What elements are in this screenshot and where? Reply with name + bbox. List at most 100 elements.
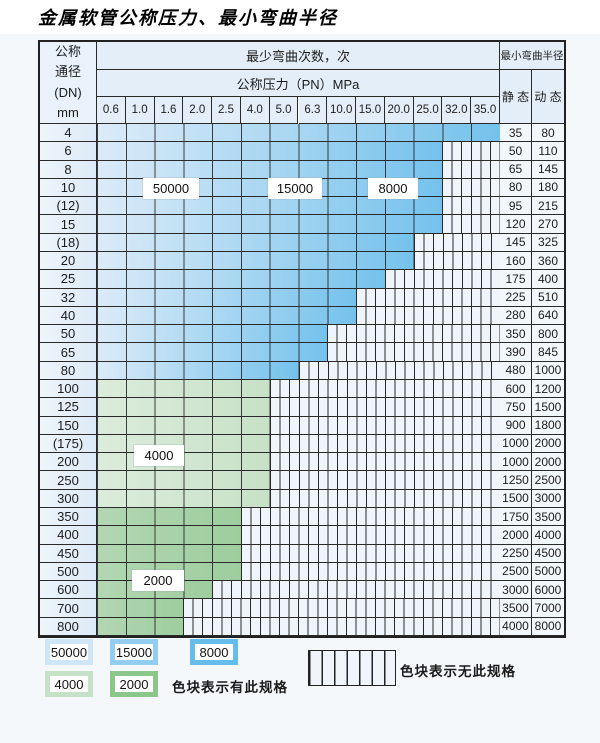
dynamic-value-cell: 3500 <box>532 508 564 526</box>
zone-label-8000: 8000 <box>368 178 418 199</box>
pressure-band <box>97 233 500 251</box>
nospec-band <box>240 508 500 526</box>
table-row-dn-125: 125 750 1500 <box>40 398 564 417</box>
nospec-band <box>413 233 500 251</box>
dynamic-value-cell: 270 <box>532 215 564 233</box>
static-value-cell: 900 <box>500 416 532 434</box>
pressure-tick-6.3: 6.3 <box>298 97 328 124</box>
pressure-tick-10.0: 10.0 <box>327 97 357 124</box>
nospec-band <box>240 526 500 544</box>
pressure-band <box>97 489 500 507</box>
colored-band <box>97 160 443 178</box>
dynamic-value-cell: 215 <box>532 197 564 215</box>
nospec-band <box>269 471 500 489</box>
legend-no-spec-text: 色块表示无此规格 <box>400 664 516 679</box>
colored-band <box>97 325 328 343</box>
dn-cell: 600 <box>40 581 97 599</box>
dn-cell: 65 <box>40 343 97 361</box>
colored-band <box>97 270 385 288</box>
pressure-band <box>97 325 500 343</box>
static-value-cell: 35 <box>500 124 532 142</box>
static-value-cell: 225 <box>500 288 532 306</box>
legend-no-spec-swatch <box>308 650 396 686</box>
static-value-cell: 350 <box>500 325 532 343</box>
pressure-band <box>97 617 500 635</box>
nospec-band <box>269 453 500 471</box>
pressure-band <box>97 508 500 526</box>
pressure-band <box>97 252 500 270</box>
zone-label-50000: 50000 <box>143 178 199 199</box>
pressure-band <box>97 160 500 178</box>
dynamic-value-cell: 1500 <box>532 398 564 416</box>
pressure-band <box>97 215 500 233</box>
nospec-band <box>298 361 500 379</box>
nospec-band <box>269 380 500 398</box>
dynamic-value-cell: 2000 <box>532 453 564 471</box>
table-row-dn-8: 8 65 145 <box>40 160 564 179</box>
pressure-tick-5.0: 5.0 <box>269 97 299 124</box>
dn-cell: 400 <box>40 526 97 544</box>
pressure-tick-4.0: 4.0 <box>240 97 270 124</box>
dn-cell: 20 <box>40 252 97 270</box>
dn-cell: 200 <box>40 453 97 471</box>
pressure-band <box>97 343 500 361</box>
dn-cell: 250 <box>40 471 97 489</box>
pressure-tick-2.5: 2.5 <box>212 97 241 124</box>
static-value-cell: 280 <box>500 306 532 325</box>
colored-band <box>97 124 500 142</box>
static-value-cell: 120 <box>500 215 532 233</box>
pressure-band <box>97 142 500 160</box>
legend-swatch-15000: 15000 <box>110 639 158 665</box>
pressure-tick-0.6: 0.6 <box>97 97 126 124</box>
dynamic-value-cell: 360 <box>532 252 564 270</box>
nospec-band <box>269 489 500 507</box>
static-value-cell: 80 <box>500 178 532 197</box>
static-value-cell: 145 <box>500 233 532 251</box>
colored-band <box>97 416 270 434</box>
table-row-dn-200: 200 1000 2000 <box>40 453 564 472</box>
dn-cell: 150 <box>40 416 97 434</box>
dn-cell: 700 <box>40 599 97 617</box>
dn-cell: 32 <box>40 288 97 306</box>
nospec-band <box>269 416 500 434</box>
pn-header: 公称压力（PN）MPa <box>97 70 500 97</box>
colored-band <box>97 252 414 270</box>
bend-times-header: 最少弯曲次数，次 <box>97 42 500 70</box>
nospec-band <box>442 160 500 178</box>
dynamic-value-cell: 1000 <box>532 361 564 379</box>
nospec-band <box>183 599 500 617</box>
pressure-tick-35.0: 35.0 <box>471 97 500 124</box>
legend-swatch-4000: 4000 <box>45 671 93 697</box>
table-row-dn-700: 700 3500 7000 <box>40 599 564 618</box>
table-row-dn-250: 250 1250 2500 <box>40 471 564 490</box>
colored-band <box>97 306 357 325</box>
colored-band <box>97 343 328 361</box>
dn-cell: 350 <box>40 508 97 526</box>
static-value-cell: 1250 <box>500 471 532 489</box>
zone-label-2000: 2000 <box>132 570 184 591</box>
pressure-tick-2.0: 2.0 <box>183 97 213 124</box>
table-row-dn-150: 150 900 1800 <box>40 416 564 435</box>
pressure-band <box>97 416 500 434</box>
table-row-dn-175: (175) 1000 2000 <box>40 434 564 454</box>
dynamic-value-cell: 400 <box>532 270 564 288</box>
nospec-band <box>442 197 500 215</box>
dn-cell: 40 <box>40 306 97 325</box>
static-value-cell: 50 <box>500 142 532 160</box>
static-value-cell: 750 <box>500 398 532 416</box>
colored-band <box>97 508 241 526</box>
zone-label-15000: 15000 <box>268 178 322 199</box>
dn-cell: 8 <box>40 160 97 178</box>
table-row-dn-18: (18) 145 325 <box>40 233 564 252</box>
table-row-dn-300: 300 1500 3000 <box>40 489 564 508</box>
nospec-band <box>413 252 500 270</box>
static-value-cell: 390 <box>500 343 532 361</box>
dynamic-value-cell: 2500 <box>532 471 564 489</box>
pressure-band <box>97 361 500 379</box>
dynamic-value-cell: 8000 <box>532 617 564 635</box>
table-row-dn-32: 32 225 510 <box>40 288 564 307</box>
table-row-dn-4: 4 35 80 <box>40 124 564 143</box>
dn-header-line: mm <box>57 104 79 120</box>
dn-header-line: 公称 <box>54 44 81 60</box>
